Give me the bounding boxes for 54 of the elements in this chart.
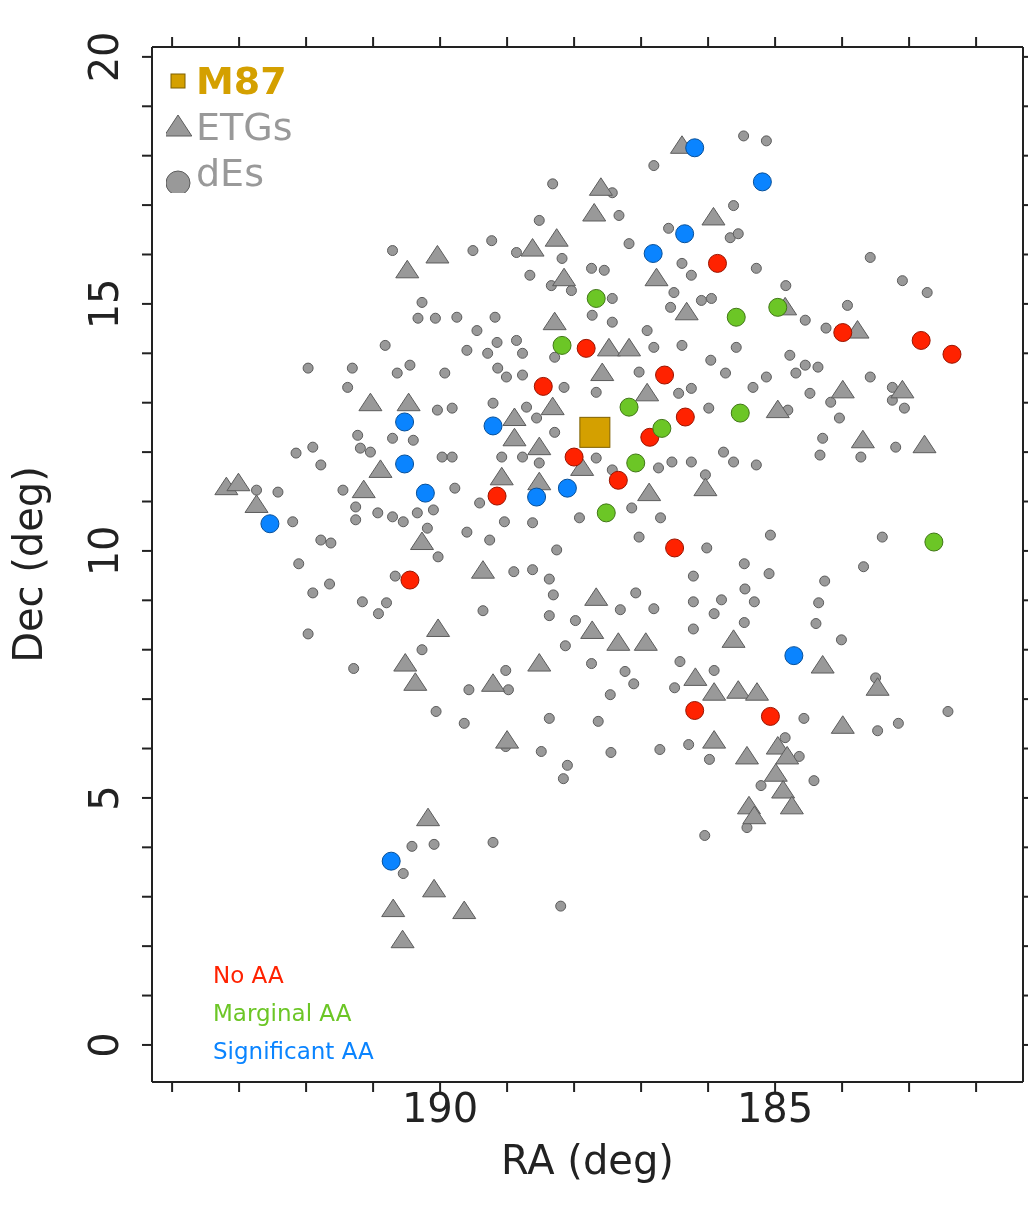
point — [552, 335, 572, 355]
point — [586, 288, 606, 308]
point — [619, 397, 639, 417]
point — [730, 403, 750, 423]
point — [564, 447, 584, 467]
point — [608, 470, 628, 490]
point — [487, 486, 507, 506]
y-tick-label: 20 — [81, 31, 127, 83]
point — [596, 503, 616, 523]
point — [675, 224, 695, 244]
point — [626, 453, 646, 473]
point — [665, 538, 685, 558]
point — [381, 851, 401, 871]
point — [579, 416, 611, 448]
point — [685, 700, 705, 720]
y-tick-label: 15 — [81, 278, 127, 330]
point — [557, 478, 577, 498]
point — [911, 330, 931, 350]
point — [685, 138, 705, 158]
point — [652, 418, 672, 438]
point — [483, 416, 503, 436]
y-tick-label: 10 — [81, 525, 127, 577]
text: No AA — [213, 961, 285, 990]
legend-label: dEs — [196, 151, 264, 195]
point — [833, 323, 853, 343]
y-tick-label: 5 — [81, 785, 127, 811]
point — [942, 344, 962, 364]
point — [726, 307, 746, 327]
point — [643, 244, 663, 264]
x-tick-label: 185 — [736, 1085, 814, 1132]
x-tick-label: 190 — [401, 1085, 479, 1132]
point — [752, 172, 772, 192]
point — [768, 297, 788, 317]
point — [576, 338, 596, 358]
point — [395, 412, 415, 432]
point — [655, 365, 675, 385]
y-axis-title: Dec (deg) — [5, 466, 52, 663]
point — [760, 706, 780, 726]
point — [400, 570, 420, 590]
point — [675, 407, 695, 427]
point — [533, 376, 553, 396]
text: Significant AA — [213, 1037, 374, 1066]
point — [527, 487, 547, 507]
point — [707, 253, 727, 273]
legend-label: ETGs — [196, 105, 293, 149]
point — [784, 646, 804, 666]
text: Marginal AA — [213, 999, 353, 1028]
point — [415, 483, 435, 503]
legend-label: M87 — [196, 59, 287, 103]
y-tick-label: 0 — [81, 1032, 127, 1058]
point — [395, 454, 415, 474]
point — [260, 514, 280, 534]
point — [924, 532, 944, 552]
x-axis-title: RA (deg) — [501, 1137, 674, 1183]
